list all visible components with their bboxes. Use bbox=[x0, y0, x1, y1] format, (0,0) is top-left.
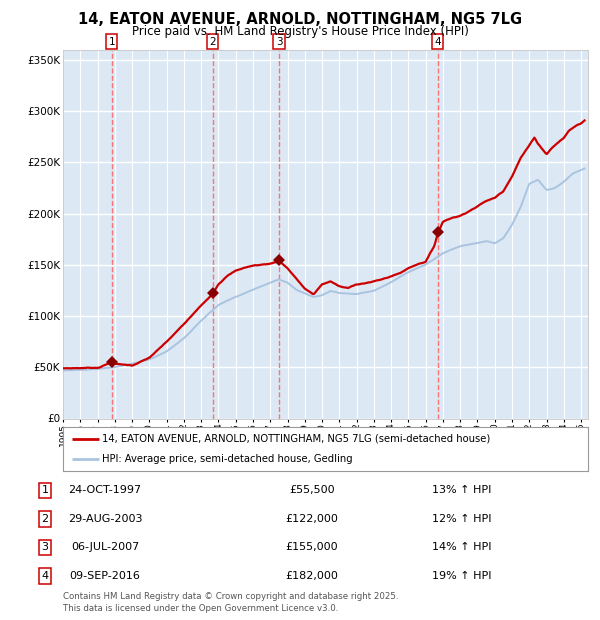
Text: Contains HM Land Registry data © Crown copyright and database right 2025.: Contains HM Land Registry data © Crown c… bbox=[63, 592, 398, 601]
Text: 24-OCT-1997: 24-OCT-1997 bbox=[68, 485, 142, 495]
Text: This data is licensed under the Open Government Licence v3.0.: This data is licensed under the Open Gov… bbox=[63, 603, 338, 613]
Text: 3: 3 bbox=[276, 37, 283, 46]
Text: 4: 4 bbox=[434, 37, 441, 46]
Text: HPI: Average price, semi-detached house, Gedling: HPI: Average price, semi-detached house,… bbox=[103, 454, 353, 464]
Text: 12% ↑ HPI: 12% ↑ HPI bbox=[432, 514, 491, 524]
Text: 14, EATON AVENUE, ARNOLD, NOTTINGHAM, NG5 7LG: 14, EATON AVENUE, ARNOLD, NOTTINGHAM, NG… bbox=[78, 12, 522, 27]
Text: £122,000: £122,000 bbox=[286, 514, 338, 524]
Text: 2: 2 bbox=[41, 514, 49, 524]
Text: 09-SEP-2016: 09-SEP-2016 bbox=[70, 571, 140, 581]
Text: 1: 1 bbox=[41, 485, 49, 495]
Text: 13% ↑ HPI: 13% ↑ HPI bbox=[432, 485, 491, 495]
Text: 14, EATON AVENUE, ARNOLD, NOTTINGHAM, NG5 7LG (semi-detached house): 14, EATON AVENUE, ARNOLD, NOTTINGHAM, NG… bbox=[103, 433, 491, 444]
Text: Price paid vs. HM Land Registry's House Price Index (HPI): Price paid vs. HM Land Registry's House … bbox=[131, 25, 469, 38]
Text: £55,500: £55,500 bbox=[289, 485, 335, 495]
Text: 4: 4 bbox=[41, 571, 49, 581]
Text: 3: 3 bbox=[41, 542, 49, 552]
Text: £155,000: £155,000 bbox=[286, 542, 338, 552]
Text: £182,000: £182,000 bbox=[286, 571, 338, 581]
Text: 1: 1 bbox=[109, 37, 115, 46]
Text: 19% ↑ HPI: 19% ↑ HPI bbox=[432, 571, 491, 581]
Text: 14% ↑ HPI: 14% ↑ HPI bbox=[432, 542, 491, 552]
Text: 29-AUG-2003: 29-AUG-2003 bbox=[68, 514, 142, 524]
Text: 06-JUL-2007: 06-JUL-2007 bbox=[71, 542, 139, 552]
Text: 2: 2 bbox=[209, 37, 216, 46]
